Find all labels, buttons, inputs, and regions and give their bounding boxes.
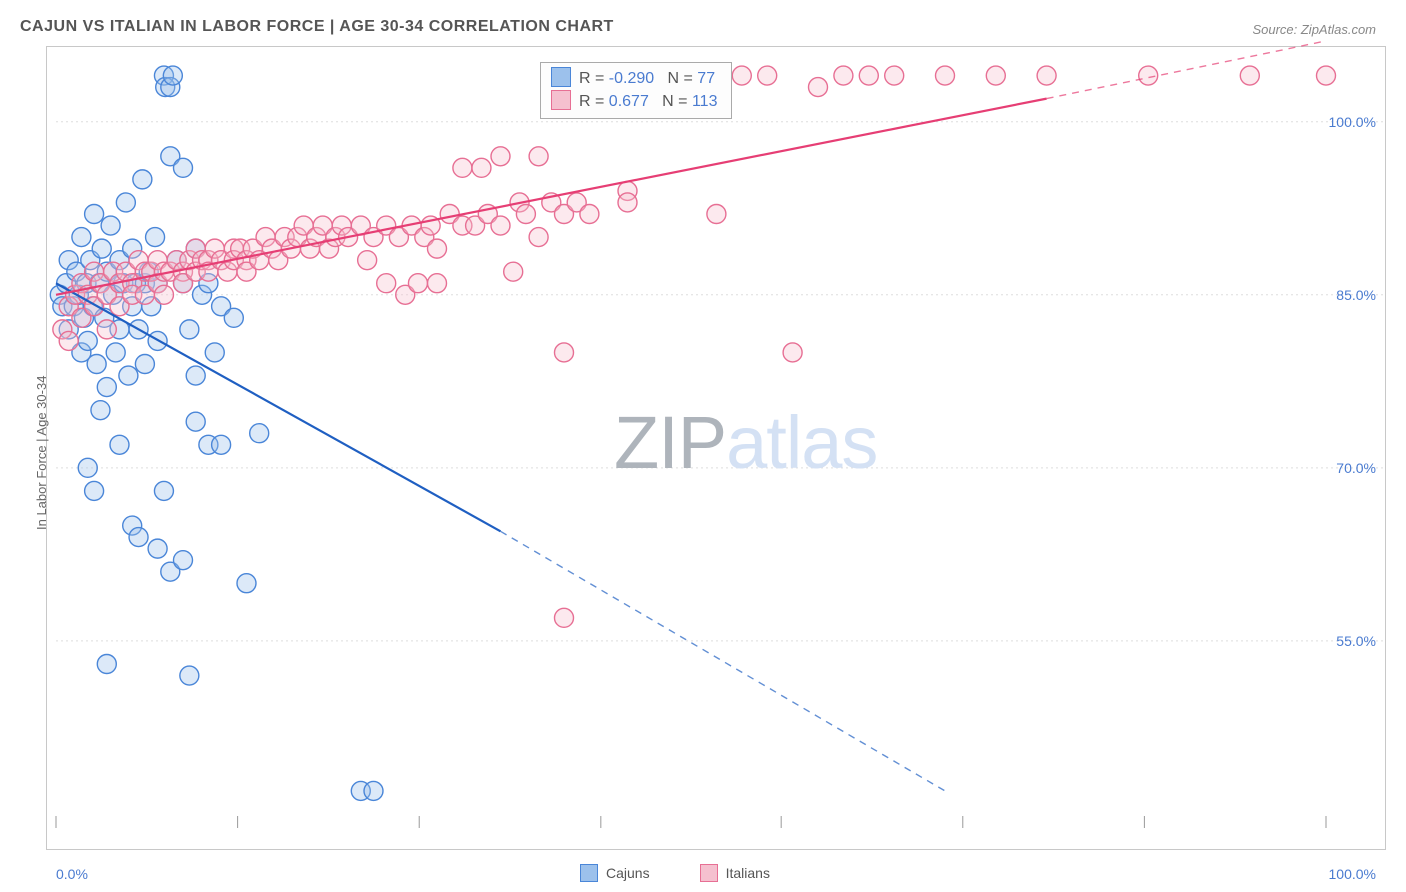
scatter-point-italians — [1317, 66, 1336, 85]
scatter-point-italians — [555, 343, 574, 362]
scatter-point-italians — [783, 343, 802, 362]
scatter-point-italians — [1139, 66, 1158, 85]
scatter-point-italians — [491, 216, 510, 235]
scatter-point-cajuns — [97, 655, 116, 674]
scatter-point-cajuns — [119, 366, 138, 385]
trendline-extrapolated-italians — [1047, 41, 1326, 99]
scatter-point-cajuns — [85, 481, 104, 500]
scatter-point-cajuns — [180, 320, 199, 339]
chart-title: CAJUN VS ITALIAN IN LABOR FORCE | AGE 30… — [20, 18, 614, 36]
scatter-point-cajuns — [133, 170, 152, 189]
stat-n-cajuns: 77 — [697, 70, 715, 87]
scatter-point-cajuns — [186, 412, 205, 431]
scatter-point-italians — [516, 205, 535, 224]
scatter-point-cajuns — [174, 158, 193, 177]
scatter-point-italians — [358, 251, 377, 270]
scatter-point-cajuns — [163, 66, 182, 85]
stats-row-italians: R = 0.677 N = 113 — [551, 90, 717, 113]
scatter-point-cajuns — [110, 435, 129, 454]
scatter-point-cajuns — [78, 458, 97, 477]
scatter-point-italians — [453, 158, 472, 177]
source-label: Source: ZipAtlas.com — [1252, 22, 1376, 37]
scatter-point-italians — [885, 66, 904, 85]
scatter-point-italians — [1240, 66, 1259, 85]
scatter-point-italians — [428, 239, 447, 258]
scatter-point-italians — [529, 147, 548, 166]
scatter-point-italians — [97, 320, 116, 339]
scatter-point-italians — [555, 608, 574, 627]
scatter-point-italians — [732, 66, 751, 85]
legend-swatch-italians — [551, 90, 571, 110]
scatter-point-cajuns — [91, 401, 110, 420]
scatter-point-italians — [59, 331, 78, 350]
scatter-point-cajuns — [148, 539, 167, 558]
scatter-point-cajuns — [186, 366, 205, 385]
trendline-cajuns — [56, 283, 501, 531]
scatter-point-italians — [1037, 66, 1056, 85]
scatter-point-italians — [408, 274, 427, 293]
correlation-stats-box: R = -0.290 N = 77R = 0.677 N = 113 — [540, 62, 732, 119]
y-axis-tick: 100.0% — [1329, 114, 1376, 130]
trendline-italians — [56, 99, 1047, 295]
legend-swatch-cajuns — [551, 67, 571, 87]
scatter-point-italians — [834, 66, 853, 85]
x-axis-tick-min: 0.0% — [56, 866, 88, 882]
stat-n-italians: 113 — [692, 93, 718, 110]
scatter-point-cajuns — [97, 378, 116, 397]
scatter-point-cajuns — [180, 666, 199, 685]
y-axis-tick: 70.0% — [1336, 460, 1376, 476]
scatter-point-italians — [580, 205, 599, 224]
scatter-point-italians — [986, 66, 1005, 85]
y-axis-tick: 55.0% — [1336, 633, 1376, 649]
scatter-point-italians — [618, 193, 637, 212]
scatter-point-italians — [707, 205, 726, 224]
scatter-point-cajuns — [85, 205, 104, 224]
scatter-point-italians — [504, 262, 523, 281]
y-axis-tick: 85.0% — [1336, 287, 1376, 303]
scatter-point-cajuns — [364, 781, 383, 800]
scatter-point-italians — [859, 66, 878, 85]
trendline-extrapolated-cajuns — [501, 531, 946, 791]
scatter-point-cajuns — [154, 481, 173, 500]
chart-plot — [46, 46, 1386, 850]
scatter-point-cajuns — [135, 355, 154, 374]
scatter-point-cajuns — [237, 574, 256, 593]
scatter-point-cajuns — [116, 193, 135, 212]
scatter-point-cajuns — [101, 216, 120, 235]
legend-swatch — [700, 864, 718, 882]
scatter-point-cajuns — [87, 355, 106, 374]
legend-item: Cajuns — [580, 864, 650, 882]
scatter-point-italians — [491, 147, 510, 166]
stat-r-italians: 0.677 — [609, 93, 649, 110]
stat-r-cajuns: -0.290 — [609, 70, 654, 87]
scatter-point-italians — [936, 66, 955, 85]
scatter-point-cajuns — [146, 228, 165, 247]
legend-item: Italians — [700, 864, 770, 882]
scatter-point-cajuns — [129, 528, 148, 547]
stats-row-cajuns: R = -0.290 N = 77 — [551, 67, 717, 90]
scatter-point-italians — [377, 274, 396, 293]
x-axis-tick-max: 100.0% — [1329, 866, 1376, 882]
y-axis-label: In Labor Force | Age 30-34 — [34, 376, 49, 530]
scatter-point-cajuns — [106, 343, 125, 362]
scatter-point-cajuns — [205, 343, 224, 362]
scatter-point-cajuns — [212, 435, 231, 454]
scatter-point-italians — [154, 285, 173, 304]
scatter-point-italians — [809, 78, 828, 97]
scatter-point-italians — [529, 228, 548, 247]
scatter-point-cajuns — [92, 239, 111, 258]
scatter-point-italians — [472, 158, 491, 177]
scatter-point-cajuns — [78, 331, 97, 350]
bottom-legend: Cajuns Italians — [580, 864, 770, 882]
scatter-point-cajuns — [174, 551, 193, 570]
scatter-point-italians — [758, 66, 777, 85]
scatter-point-italians — [428, 274, 447, 293]
scatter-point-cajuns — [72, 228, 91, 247]
scatter-point-cajuns — [224, 308, 243, 327]
scatter-point-cajuns — [250, 424, 269, 443]
legend-swatch — [580, 864, 598, 882]
